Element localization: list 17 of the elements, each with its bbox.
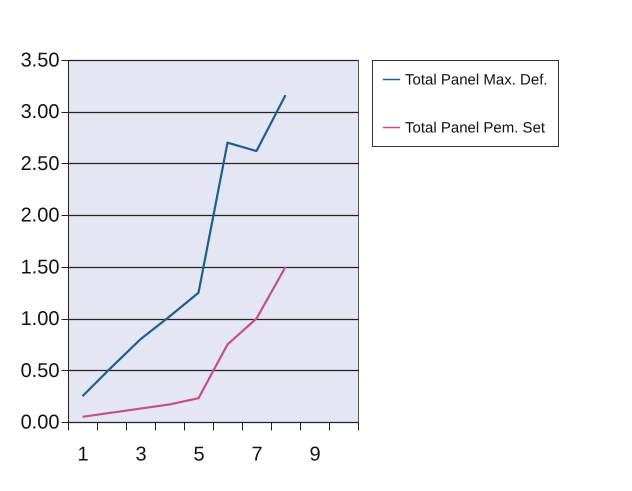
- x-tick-label: 1: [77, 444, 89, 466]
- x-tick-label: 9: [309, 444, 321, 466]
- legend-label: Total Panel Max. Def.: [405, 72, 548, 88]
- y-tick-label: 1.50: [20, 256, 60, 278]
- x-tick-label: 3: [135, 444, 147, 466]
- y-tick-label: 1.00: [20, 308, 60, 330]
- y-tick-label: 0.00: [20, 412, 60, 434]
- y-tick-label: 2.00: [20, 204, 60, 227]
- legend-label: Total Panel Pem. Set: [405, 120, 546, 136]
- x-tick-label: 5: [193, 444, 205, 466]
- line-series: [81, 94, 287, 398]
- y-tick-label: 0.50: [20, 360, 60, 382]
- y-tick-label: 3.50: [20, 50, 60, 72]
- line-series: [81, 266, 287, 418]
- y-tick-label: 3.00: [20, 101, 60, 124]
- y-tick-label: 2.50: [20, 152, 60, 175]
- x-tick-label: 7: [251, 444, 263, 466]
